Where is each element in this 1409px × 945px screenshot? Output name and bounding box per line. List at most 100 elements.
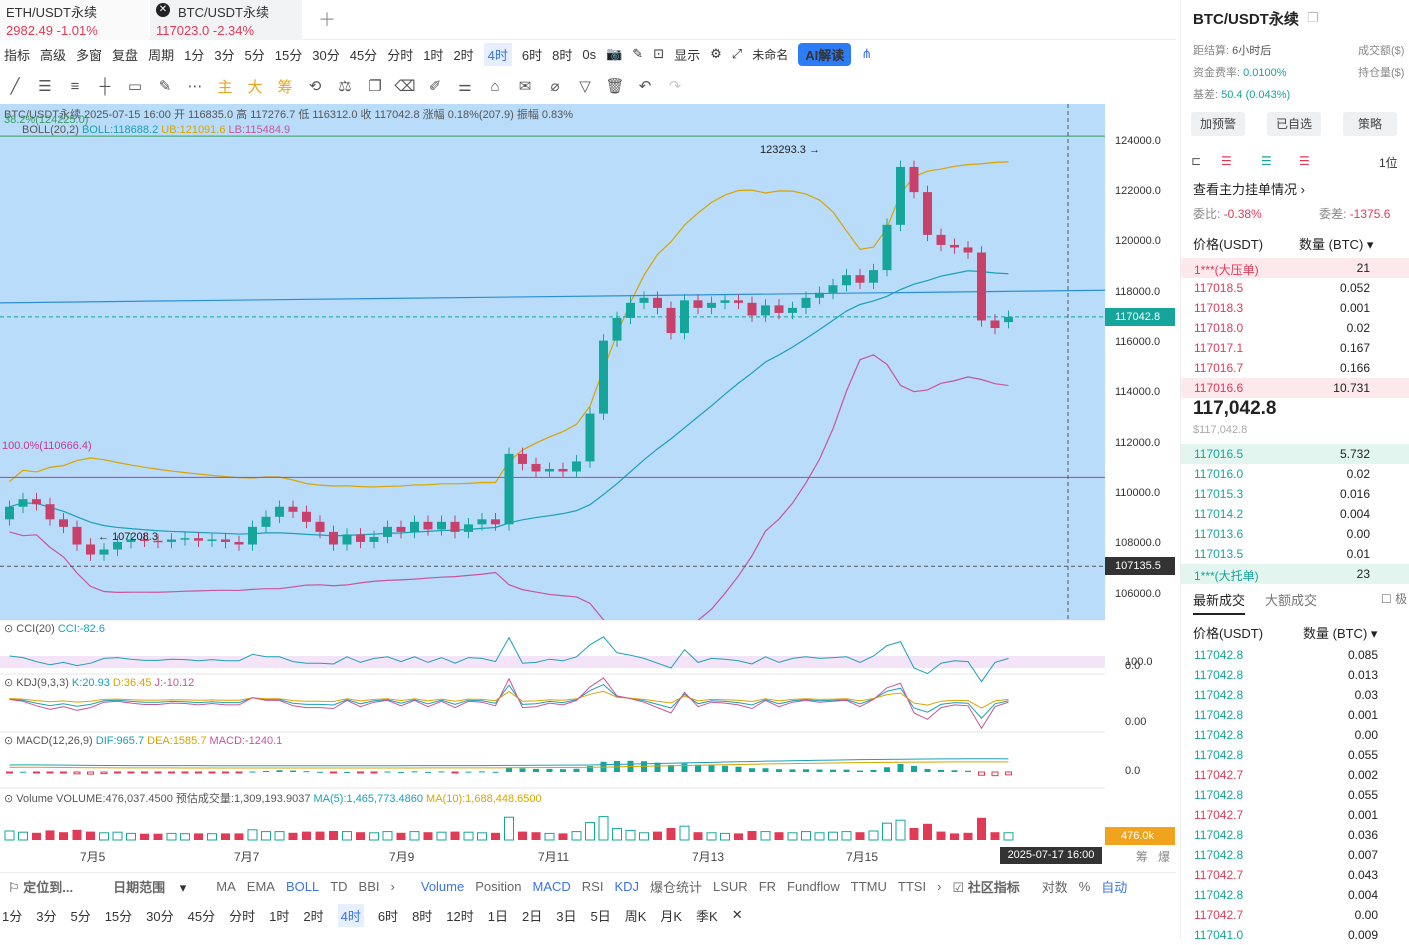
share-icon[interactable]: ⋔ [861, 46, 873, 61]
sub-indicator-0[interactable]: Volume [420, 879, 465, 894]
period-5[interactable]: 45分 [187, 908, 216, 924]
close-icon[interactable]: ✕ [731, 907, 743, 922]
chip-button[interactable]: 筹 [277, 78, 293, 96]
axis-liq-button[interactable]: 爆 [1158, 850, 1171, 864]
depth-mode-icon[interactable]: ⊏ [1191, 154, 1202, 168]
depth-both-icon[interactable]: ☰ [1221, 154, 1232, 168]
period-13[interactable]: 1日 [487, 908, 508, 924]
sub-indicator-1[interactable]: Position [475, 879, 522, 894]
toolbar-item-1[interactable]: 高级 [40, 47, 67, 63]
tab-eth[interactable]: ETH/USDT永续 2982.49 -1.01% [0, 0, 148, 40]
chevron-right-icon[interactable]: › [937, 879, 942, 894]
depth-precision[interactable]: 1位 [1379, 156, 1398, 170]
strategy-button[interactable]: 策略 [1343, 112, 1397, 136]
toolbar-item-4[interactable]: 周期 [148, 47, 175, 63]
ai-button[interactable]: AI解读 [798, 42, 852, 66]
period-17[interactable]: 周K [624, 908, 647, 924]
toolbar-item-2[interactable]: 多窗 [76, 47, 103, 63]
trade-col-qty[interactable]: 数量 (BTC) ▾ [1303, 626, 1378, 641]
more-tool-icon[interactable]: ⋯ [187, 78, 203, 95]
filter-icon[interactable]: ▽ [579, 78, 591, 95]
period-4[interactable]: 30分 [146, 908, 174, 924]
bid-row[interactable]: 117014.2 0.004 [1181, 504, 1409, 524]
sub-indicator-9[interactable]: TTMU [850, 879, 887, 894]
main-indicator-ema[interactable]: EMA [246, 879, 275, 894]
sub-indicator-10[interactable]: TTSI [897, 879, 927, 894]
toolbar-item-0[interactable]: 指标 [4, 47, 31, 63]
copy-icon[interactable]: ❐ [1307, 10, 1319, 25]
period-11[interactable]: 8时 [412, 908, 433, 924]
ray-tool-icon[interactable]: ┼ [99, 77, 111, 95]
toolbar-item-3[interactable]: 复盘 [112, 47, 139, 63]
main-indicator-boll[interactable]: BOLL [285, 879, 320, 894]
ask-row[interactable]: 1***(大压单) 21 [1181, 258, 1409, 278]
period-12[interactable]: 12时 [446, 908, 474, 924]
view-orders-link[interactable]: 查看主力挂单情况 › [1193, 182, 1305, 197]
ask-row[interactable]: 117017.1 0.167 [1181, 338, 1409, 358]
indicator-panels[interactable] [0, 619, 1105, 844]
magnet-icon[interactable]: ⌀ [550, 78, 560, 95]
note-icon[interactable]: ✉ [518, 78, 532, 95]
date-range-button[interactable]: 日期范围 ▾ [113, 880, 187, 895]
toolbar-item-17[interactable]: 0s [582, 46, 597, 62]
toolbar-item-14[interactable]: 4时 [483, 42, 512, 66]
add-tab-icon[interactable]: ＋ [318, 10, 336, 30]
measure-icon[interactable]: ⟲ [308, 78, 322, 95]
period-16[interactable]: 5日 [590, 908, 611, 924]
toolbar-item-11[interactable]: 分时 [387, 47, 414, 63]
bid-row[interactable]: 117015.3 0.016 [1181, 484, 1409, 504]
period-1[interactable]: 3分 [36, 908, 57, 924]
edit-icon[interactable]: ✎ [632, 46, 644, 61]
pen-tool-icon[interactable]: ✎ [158, 78, 172, 95]
toolbar-item-10[interactable]: 45分 [349, 47, 378, 63]
rect-tool-icon[interactable]: ▭ [127, 78, 143, 95]
price-axis[interactable]: 124000.0 122000.0 120000.0 118000.0 116000.0… [1105, 104, 1176, 864]
fullscreen-icon[interactable]: ⤢ [731, 46, 743, 61]
price-chart[interactable] [0, 104, 1106, 645]
display-button[interactable]: 显示 [674, 47, 701, 63]
settings-icon[interactable]: ⚙ [710, 46, 722, 61]
toolbar-item-5[interactable]: 1分 [184, 47, 205, 63]
bid-row[interactable]: 117013.6 0.00 [1181, 524, 1409, 544]
watchlist-button[interactable]: 已自选 [1267, 112, 1321, 136]
main-indicator-ma[interactable]: MA [216, 879, 236, 894]
line-tool-icon[interactable]: ╱ [10, 78, 20, 95]
sub-indicator-4[interactable]: KDJ [614, 879, 639, 894]
hline-tool-icon[interactable]: ☰ [38, 78, 52, 95]
trash-icon[interactable]: 🗑 [605, 78, 625, 95]
toolbar-item-9[interactable]: 30分 [312, 47, 340, 63]
tab-latest-trades[interactable]: 最新成交 [1193, 590, 1246, 615]
layout-name[interactable]: 未命名 [752, 47, 789, 62]
sub-indicator-6[interactable]: LSUR [713, 879, 748, 894]
axis-chip-button[interactable]: 筹 [1136, 850, 1149, 864]
alert-button[interactable]: 加预警 [1191, 112, 1245, 136]
period-7[interactable]: 1时 [269, 908, 290, 924]
lock-icon[interactable]: ⌂ [490, 77, 500, 95]
period-18[interactable]: 月K [660, 908, 683, 924]
toolbar-item-8[interactable]: 15分 [274, 47, 303, 63]
period-15[interactable]: 3日 [556, 908, 577, 924]
bid-row[interactable]: 117013.5 0.01 [1181, 544, 1409, 564]
copy-icon[interactable]: ❐ [368, 78, 382, 95]
toolbar-item-7[interactable]: 5分 [244, 47, 265, 63]
channel-tool-icon[interactable]: ≡ [70, 77, 80, 95]
ask-row[interactable]: 117018.5 0.052 [1181, 278, 1409, 298]
chevron-right-icon[interactable]: › [390, 879, 395, 894]
locate-button[interactable]: ⚐ 定位到... [8, 880, 74, 895]
sub-indicator-7[interactable]: FR [758, 879, 777, 894]
extreme-toggle[interactable]: ☐ 极 [1381, 592, 1408, 606]
toolbar-item-12[interactable]: 1时 [423, 47, 444, 63]
undo-icon[interactable]: ↶ [638, 78, 652, 95]
sub-indicator-8[interactable]: Fundflow [787, 879, 840, 894]
axis-tool-2[interactable]: 自动 [1101, 880, 1128, 895]
chart-icon[interactable]: ⚌ [458, 78, 472, 95]
sub-indicator-2[interactable]: MACD [532, 879, 571, 894]
period-14[interactable]: 2日 [522, 908, 543, 924]
depth-bid-icon[interactable]: ☰ [1261, 154, 1272, 168]
ask-row[interactable]: 117016.7 0.166 [1181, 358, 1409, 378]
period-3[interactable]: 15分 [104, 908, 133, 924]
main-indicator-bbi[interactable]: BBI [358, 879, 380, 894]
bid-row[interactable]: 1***(大托单) 23 [1181, 564, 1409, 584]
axis-tool-1[interactable]: % [1078, 879, 1091, 894]
brush-icon[interactable]: ✐ [428, 78, 442, 95]
